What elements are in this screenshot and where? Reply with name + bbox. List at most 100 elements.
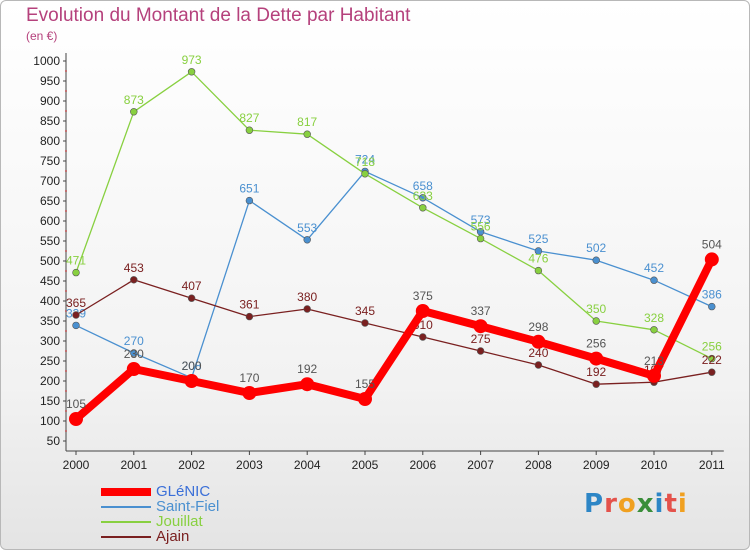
data-label: 230 [124,347,144,361]
x-tick-label: 2002 [178,458,205,472]
data-label: 298 [528,320,548,334]
x-tick-label: 2010 [641,458,668,472]
y-tick-label: 300 [40,334,60,348]
data-label: 573 [471,213,491,227]
x-tick-label: 2000 [63,458,90,472]
proxiti-logo: Proxiti [584,489,688,519]
data-point [126,362,141,376]
y-tick-label: 250 [40,354,60,368]
data-point [72,311,80,319]
logo-letter: x [636,489,655,519]
data-label: 633 [413,189,433,203]
series-line-3 [75,279,712,385]
legend-swatch [101,506,151,508]
data-point [704,252,719,267]
data-point [419,204,427,212]
legend-label: GLéNIC [156,483,211,500]
logo-letter: t [664,489,678,519]
x-tick-label: 2006 [409,458,436,472]
data-label: 452 [644,261,664,275]
data-label: 380 [297,290,317,304]
data-point [476,347,485,355]
data-point [708,354,716,363]
data-point [242,386,257,400]
data-point [187,294,196,302]
data-point [303,305,311,313]
legend-item: Saint-Fiel [101,498,301,515]
x-tick-label: 2001 [120,458,147,472]
data-label: 170 [239,371,259,385]
data-point [72,321,80,330]
data-label: 386 [702,288,722,302]
y-tick-label: 150 [40,394,60,408]
data-point [589,351,604,366]
data-point [187,68,196,76]
logo-letter: r [604,489,618,519]
data-label: 718 [355,155,375,169]
y-tick-label: 450 [40,274,60,288]
data-point [361,319,369,327]
data-point [592,317,600,325]
data-label: 240 [528,346,548,360]
y-tick-label: 50 [47,434,61,448]
legend-swatch [101,488,151,496]
data-label: 476 [528,252,548,266]
data-label: 525 [528,232,548,246]
data-point [245,126,254,134]
data-label: 556 [471,220,491,234]
data-point [130,349,138,357]
legend-item: GLéNIC [101,483,301,500]
data-point [534,361,543,369]
data-label: 553 [297,221,317,235]
data-point [708,302,716,311]
data-label: 213 [644,354,664,368]
y-tick-label: 900 [40,94,60,108]
y-tick-label: 850 [40,114,60,128]
data-point [592,256,600,264]
data-point [130,108,138,116]
data-label: 337 [471,304,491,318]
legend-item: Jouillat [101,513,301,530]
y-tick-label: 100 [40,414,60,428]
data-label: 256 [702,340,722,354]
data-label: 200 [182,359,202,373]
data-label: 502 [586,241,606,255]
data-label: 375 [413,289,433,303]
y-tick-label: 750 [40,154,60,168]
data-label: 155 [355,377,375,391]
data-point [361,170,369,178]
data-point [245,196,254,205]
y-tick-label: 650 [40,194,60,208]
data-label: 361 [239,298,259,312]
data-label: 407 [182,279,202,293]
chart-title: Evolution du Montant de la Dette par Hab… [26,5,411,26]
data-label: 345 [355,304,375,318]
data-label: 453 [124,261,144,275]
series-line-0 [73,257,716,423]
data-point [650,326,658,334]
legend-label: Ajain [156,528,190,545]
data-point [184,374,199,388]
data-point [708,368,716,376]
data-point [650,276,658,284]
data-label: 658 [413,179,433,193]
data-label: 350 [586,302,606,316]
legend-label: Jouillat [156,513,203,530]
series-line-2 [75,71,713,360]
x-tick-label: 2003 [236,458,263,472]
data-point [419,333,427,341]
logo-letter: i [677,489,688,519]
y-tick-label: 200 [40,374,60,388]
data-label: 105 [66,397,86,411]
data-point [534,247,543,255]
data-point [130,276,138,284]
logo-letter: i [654,489,665,519]
data-label: 256 [586,337,606,351]
data-point [72,268,80,277]
data-label: 504 [702,237,722,251]
data-point [534,266,543,275]
y-tick-label: 1000 [33,54,60,68]
x-tick-label: 2009 [583,458,610,472]
legend-swatch [101,521,151,523]
y-tick-label: 500 [40,254,60,268]
